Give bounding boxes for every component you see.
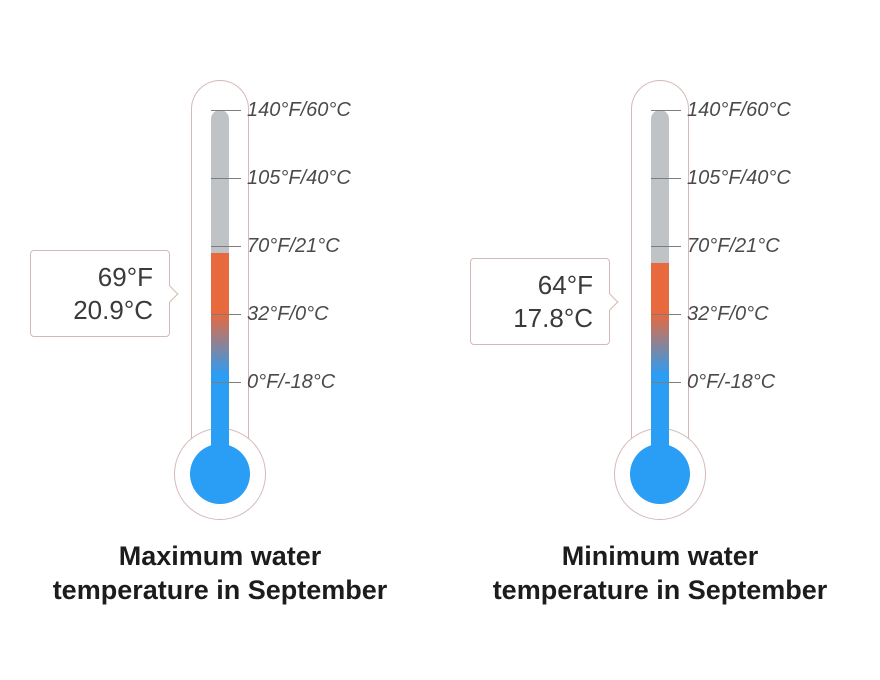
tick-line-icon bbox=[211, 246, 241, 247]
scale-tick: 105°F/40°C bbox=[211, 178, 391, 179]
thermometer-track bbox=[651, 110, 669, 450]
scale-tick: 140°F/60°C bbox=[651, 110, 831, 111]
tick-line-icon bbox=[651, 246, 681, 247]
scale-tick: 32°F/0°C bbox=[211, 314, 391, 315]
tick-label: 105°F/40°C bbox=[247, 167, 351, 190]
tick-label: 70°F/21°C bbox=[687, 235, 780, 258]
thermometer-caption-min: Minimum water temperature in September bbox=[480, 540, 840, 608]
tick-label: 140°F/60°C bbox=[247, 99, 351, 122]
temperature-callout-min: 64°F 17.8°C bbox=[470, 258, 610, 345]
tick-line-icon bbox=[651, 110, 681, 111]
thermometer-fill bbox=[211, 253, 229, 450]
tick-line-icon bbox=[211, 382, 241, 383]
tick-line-icon bbox=[651, 314, 681, 315]
temperature-f-label: 64°F bbox=[487, 269, 593, 302]
thermometer-bulb-fill bbox=[630, 444, 690, 504]
tick-line-icon bbox=[211, 314, 241, 315]
tick-line-icon bbox=[651, 178, 681, 179]
tick-label: 70°F/21°C bbox=[247, 235, 340, 258]
scale-tick: 0°F/-18°C bbox=[651, 382, 831, 383]
tick-line-icon bbox=[211, 178, 241, 179]
tick-line-icon bbox=[211, 110, 241, 111]
scale-tick: 70°F/21°C bbox=[211, 246, 391, 247]
temperature-c-label: 17.8°C bbox=[487, 302, 593, 335]
thermometer-panel-max: 69°F 20.9°C 140°F/60°C 105°F/40°C 70°F/2… bbox=[0, 0, 440, 680]
temperature-c-label: 20.9°C bbox=[47, 294, 153, 327]
thermometer-bulb-fill bbox=[190, 444, 250, 504]
callout-arrow-icon bbox=[162, 285, 179, 302]
scale-tick: 105°F/40°C bbox=[651, 178, 831, 179]
thermometer-max: 140°F/60°C 105°F/40°C 70°F/21°C 32°F/0°C… bbox=[180, 80, 260, 520]
tick-label: 105°F/40°C bbox=[687, 167, 791, 190]
thermometer-track bbox=[211, 110, 229, 450]
thermometer-min: 140°F/60°C 105°F/40°C 70°F/21°C 32°F/0°C… bbox=[620, 80, 700, 520]
tick-label: 0°F/-18°C bbox=[687, 371, 775, 394]
scale-tick: 32°F/0°C bbox=[651, 314, 831, 315]
scale-tick: 140°F/60°C bbox=[211, 110, 391, 111]
scale-tick: 0°F/-18°C bbox=[211, 382, 391, 383]
tick-label: 32°F/0°C bbox=[247, 303, 329, 326]
thermometer-fill bbox=[651, 263, 669, 450]
tick-label: 140°F/60°C bbox=[687, 99, 791, 122]
scale-tick: 70°F/21°C bbox=[651, 246, 831, 247]
tick-label: 0°F/-18°C bbox=[247, 371, 335, 394]
thermometer-panel-min: 64°F 17.8°C 140°F/60°C 105°F/40°C 70°F/2… bbox=[440, 0, 880, 680]
thermometer-caption-max: Maximum water temperature in September bbox=[40, 540, 400, 608]
callout-arrow-icon bbox=[602, 293, 619, 310]
tick-label: 32°F/0°C bbox=[687, 303, 769, 326]
tick-line-icon bbox=[651, 382, 681, 383]
temperature-callout-max: 69°F 20.9°C bbox=[30, 250, 170, 337]
temperature-f-label: 69°F bbox=[47, 261, 153, 294]
